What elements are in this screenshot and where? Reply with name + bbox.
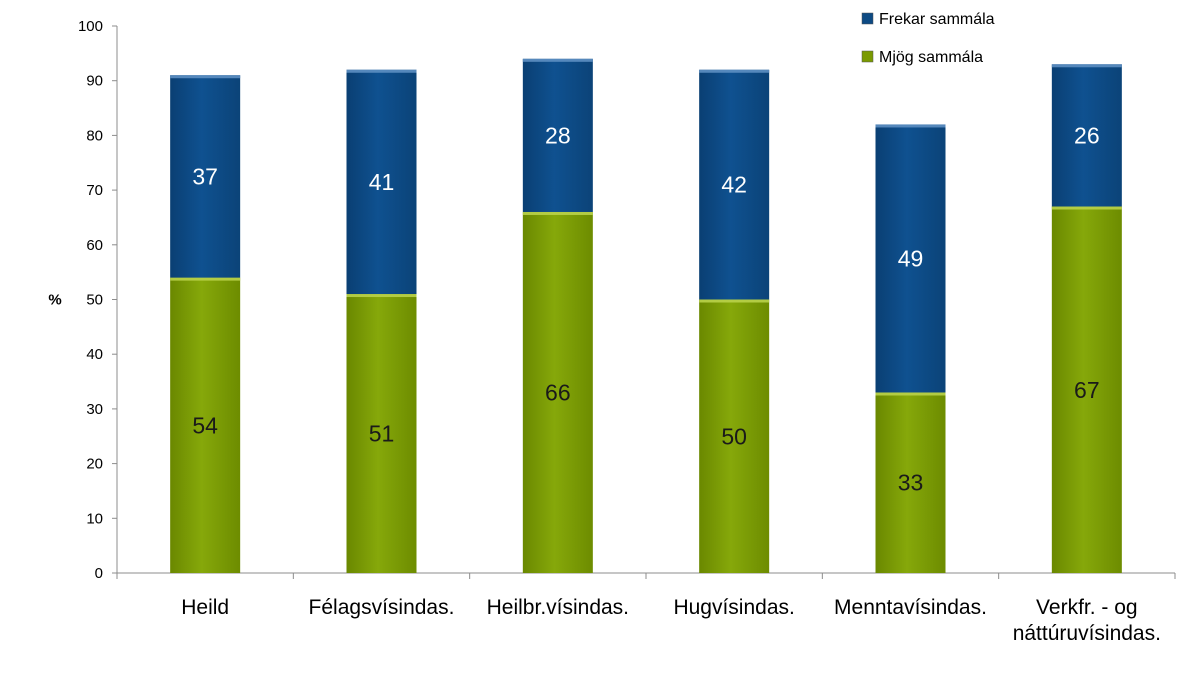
bar-mjog-sammala [875,392,946,573]
category-label: Verkfr. - og [1036,596,1138,619]
y-tick-label: 70 [86,182,103,199]
data-label: 28 [545,122,571,148]
y-tick-label: 0 [95,565,103,582]
bars: 54 37 51 41 66 28 50 42 33 49 67 26 [170,58,1122,574]
data-label: 50 [721,423,747,449]
category-label: Hugvísindas. [673,596,794,619]
data-label: 54 [192,412,218,438]
bar-top-edge [1051,64,1122,68]
y-tick-label: 30 [86,401,103,418]
y-tick-label: 90 [86,73,103,90]
bar-frekar-sammala [346,69,417,295]
y-axis-label: % [48,292,61,309]
bar-top-edge [346,69,417,73]
y-tick-label: 80 [86,127,103,144]
category-label: Heild [181,596,229,619]
bar-frekar-sammala [875,124,946,393]
data-label: 37 [192,163,218,189]
legend-swatch [861,12,874,25]
bar-top-edge [699,299,770,303]
bar-top-edge [522,211,593,215]
bar-top-edge [875,392,946,396]
legend: Frekar sammála Mjög sammála [861,11,995,66]
bar-mjog-sammala [346,294,417,573]
legend-label: Mjög sammála [879,49,983,66]
legend-swatch [861,50,874,63]
data-label: 41 [369,169,395,195]
bar-frekar-sammala [170,75,241,278]
bar-mjog-sammala [1051,206,1122,573]
bar-top-edge [522,58,593,62]
axes: 0 10 20 30 40 50 60 70 80 90 100% Heild Félagsvísind… [48,18,1176,645]
category-label: Félagsvísindas. [309,596,455,619]
bar-top-edge [170,277,241,281]
legend-label: Frekar sammála [879,11,995,28]
data-label: 49 [898,245,924,271]
y-tick-label: 40 [86,346,103,363]
category-label: náttúruvísindas. [1013,622,1161,645]
category-label: Heilbr.vísindas. [487,596,629,619]
bar-top-edge [875,124,946,128]
bar-frekar-sammala [1051,64,1122,207]
bar-frekar-sammala [522,58,593,212]
y-tick-label: 50 [86,292,103,309]
data-label: 67 [1074,377,1100,403]
bar-mjog-sammala [522,211,593,574]
data-label: 26 [1074,122,1100,148]
bar-top-edge [1051,206,1122,210]
category-label: Menntavísindas. [834,596,987,619]
bar-mjog-sammala [699,299,770,573]
data-label: 33 [898,470,924,496]
bar-top-edge [170,75,241,79]
bar-top-edge [346,294,417,298]
data-label: 42 [721,172,747,198]
bar-mjog-sammala [170,277,241,573]
y-tick-label: 10 [86,510,103,527]
y-tick-label: 100 [78,18,103,35]
data-label: 66 [545,379,571,405]
y-tick-label: 20 [86,456,103,473]
data-label: 51 [369,421,395,447]
bar-top-edge [699,69,770,73]
bar-frekar-sammala [699,69,770,300]
y-tick-label: 60 [86,237,103,254]
